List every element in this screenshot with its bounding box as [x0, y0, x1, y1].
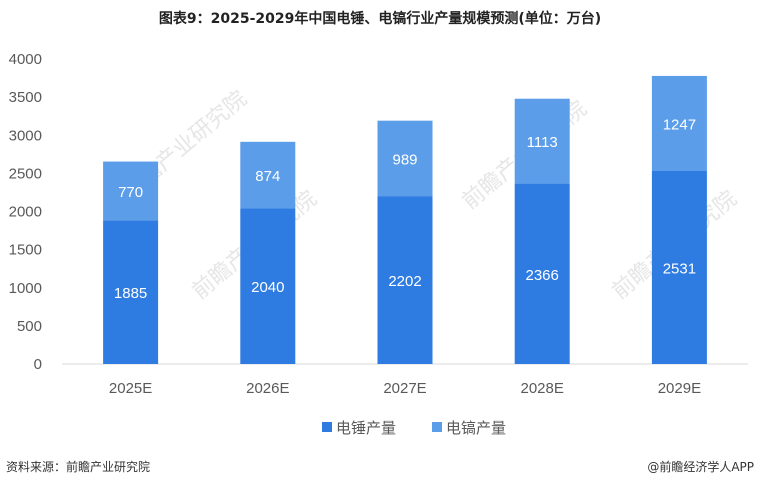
bar-series-2 [514, 98, 570, 184]
x-category-label: 2026E [246, 380, 289, 397]
legend-swatch [432, 422, 442, 432]
x-category-label: 2028E [521, 380, 564, 397]
bar-series-2 [240, 141, 296, 209]
data-label: 2040 [251, 279, 284, 296]
y-tick-label: 3000 [9, 127, 42, 144]
bar-series-1 [103, 220, 159, 364]
y-axis: 0 500 1000 1500 2000 2500 3000 3500 4000 [9, 51, 42, 373]
data-label: 989 [392, 151, 417, 168]
y-tick-label: 2000 [9, 204, 42, 221]
data-label: 1247 [663, 116, 696, 133]
bar-series-1 [514, 183, 570, 364]
data-label: 1113 [527, 134, 558, 151]
data-label: 874 [255, 168, 280, 185]
chart-title: 图表9：2025-2029年中国电锤、电镐行业产量规模预测(单位：万台) [158, 11, 602, 27]
credit-note: @前瞻经济学人APP [647, 460, 754, 474]
y-tick-label: 500 [17, 318, 42, 335]
bar-series-1 [651, 171, 707, 364]
y-tick-label: 1000 [9, 280, 42, 297]
bar-series-2 [377, 120, 433, 197]
legend-label: 电镐产量 [446, 419, 506, 437]
y-tick-label: 0 [34, 356, 42, 373]
x-axis: 2025E 2026E 2027E 2028E 2029E [109, 380, 701, 397]
x-category-label: 2027E [383, 380, 426, 397]
data-label: 770 [118, 184, 143, 201]
data-label: 2531 [663, 261, 696, 278]
y-tick-label: 4000 [9, 51, 42, 68]
bar-series-1 [240, 208, 296, 364]
y-tick-label: 3500 [9, 89, 42, 106]
legend: 电锤产量 电镐产量 [322, 419, 506, 437]
bars-layer: 1885 770 2040 874 2202 989 2366 1113 2531 1247 [103, 75, 707, 364]
data-label: 2202 [388, 273, 421, 290]
bar-series-1 [377, 196, 433, 364]
legend-swatch [322, 422, 332, 432]
x-category-label: 2025E [109, 380, 152, 397]
data-label: 1885 [114, 285, 147, 302]
bar-series-2 [103, 161, 159, 221]
data-label: 2366 [526, 267, 559, 284]
x-category-label: 2029E [658, 380, 701, 397]
y-tick-label: 2500 [9, 165, 42, 182]
y-tick-label: 1500 [9, 242, 42, 259]
source-note: 资料来源：前瞻产业研究院 [6, 460, 151, 474]
bar-series-2 [651, 75, 707, 172]
legend-label: 电锤产量 [336, 419, 396, 437]
